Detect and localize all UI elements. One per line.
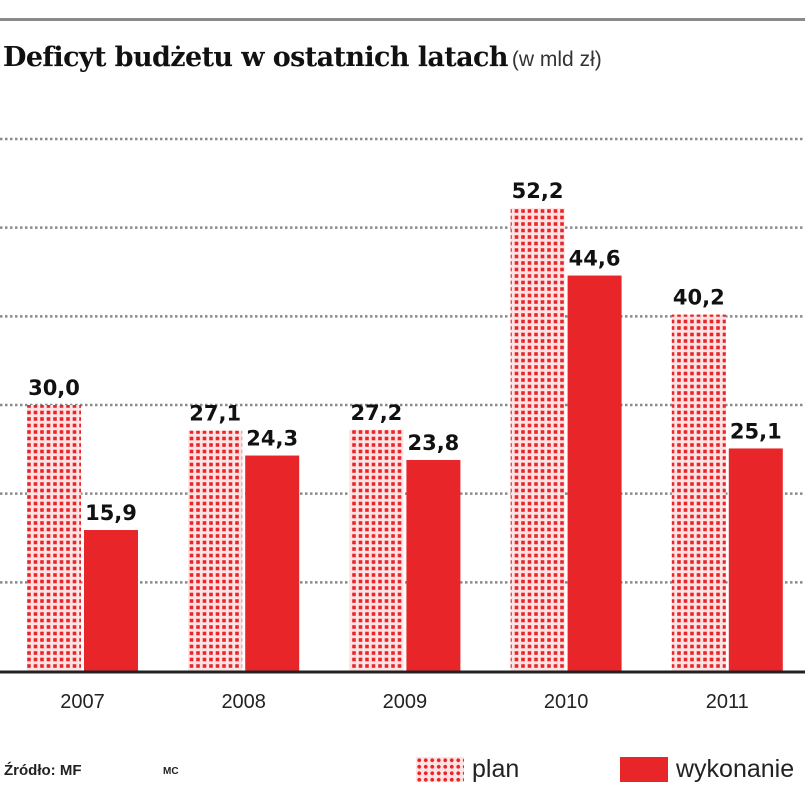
value-label-wykonanie-2009: 23,8 bbox=[407, 431, 459, 455]
bar-wykonanie-2011 bbox=[728, 448, 783, 671]
value-label-wykonanie-2010: 44,6 bbox=[569, 247, 621, 271]
legend-label-plan: plan bbox=[472, 754, 520, 783]
legend-item-plan: plan bbox=[416, 754, 519, 784]
value-label-wykonanie-2011: 25,1 bbox=[730, 419, 782, 443]
author-initials: MC bbox=[163, 766, 179, 777]
legend-item-wykonanie: wykonanie bbox=[620, 754, 794, 784]
bar-plan-2011 bbox=[671, 314, 726, 671]
x-axis: 2007 2008 2009 2010 2011 bbox=[0, 670, 805, 713]
legend-swatch-plan bbox=[416, 756, 464, 782]
bar-plan-2009 bbox=[349, 429, 404, 671]
bars bbox=[27, 208, 783, 671]
bar-wykonanie-2009 bbox=[406, 459, 461, 671]
legend-swatch-wykonanie bbox=[620, 756, 668, 782]
value-label-plan-2008: 27,1 bbox=[189, 402, 241, 426]
bar-plan-2008 bbox=[188, 430, 243, 671]
chart-unit: (w mld zł) bbox=[511, 48, 602, 71]
x-tick-label-2007: 2007 bbox=[60, 691, 105, 713]
bar-wykonanie-2008 bbox=[245, 455, 300, 671]
bar-wykonanie-2010 bbox=[567, 275, 622, 671]
x-tick-label-2011: 2011 bbox=[706, 691, 749, 713]
source-note: Źródło: MF bbox=[4, 762, 82, 779]
x-tick-label-2010: 2010 bbox=[544, 691, 589, 713]
value-label-plan-2010: 52,2 bbox=[512, 179, 564, 203]
value-label-wykonanie-2007: 15,9 bbox=[85, 501, 137, 525]
top-rule bbox=[0, 18, 805, 21]
value-labels: 30,0 15,9 27,124,3 27,223,8 52,2 44,6 40,2 25,1 bbox=[28, 179, 782, 525]
value-label-plan-2011: 40,2 bbox=[673, 286, 725, 310]
value-label-plan-2007: 30,0 bbox=[28, 376, 80, 400]
x-tick-label-2009: 2009 bbox=[383, 691, 428, 713]
legend-label-wykonanie: wykonanie bbox=[676, 754, 795, 783]
chart-title: Deficyt budżetu w ostatnich latach (w ml… bbox=[3, 42, 602, 73]
value-label-plan-2009: 27,2 bbox=[350, 401, 402, 425]
bar-wykonanie-2007 bbox=[84, 530, 138, 671]
value-label-wykonanie-2008: 24,3 bbox=[246, 427, 298, 451]
chart-title-main: Deficyt budżetu w ostatnich latach bbox=[3, 42, 509, 73]
bar-plan-2010 bbox=[510, 208, 565, 671]
x-tick-label-2008: 2008 bbox=[221, 691, 266, 713]
bar-plan-2007 bbox=[27, 405, 81, 671]
